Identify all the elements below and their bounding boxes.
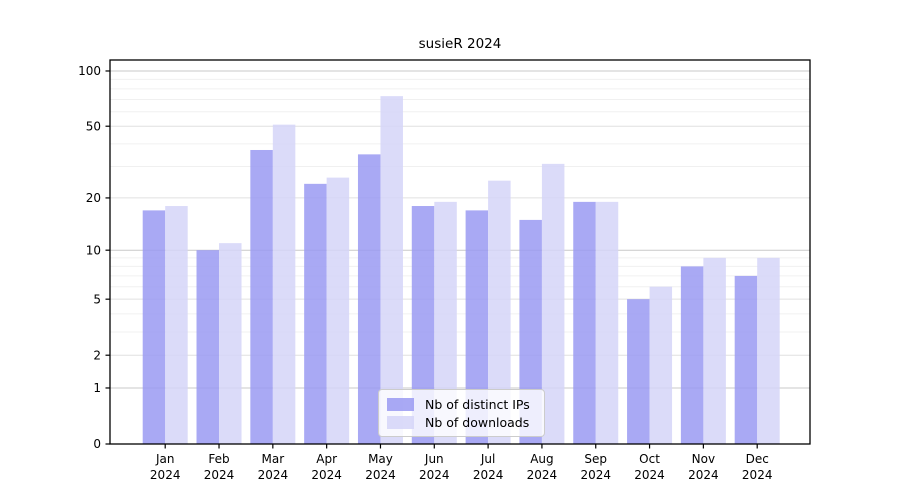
chart-title: susieR 2024 bbox=[418, 36, 502, 52]
x-tick-label-feb: Feb bbox=[208, 452, 229, 466]
bar-distinct-ips-apr bbox=[304, 183, 327, 444]
x-tick-label-year-may: 2024 bbox=[365, 468, 396, 482]
x-tick-label-year-oct: 2024 bbox=[634, 468, 665, 482]
x-tick-label-year-jun: 2024 bbox=[419, 468, 450, 482]
legend-label-downloads: Nb of downloads bbox=[425, 414, 530, 430]
x-tick-label-year-dec: 2024 bbox=[742, 468, 773, 482]
bar-downloads-oct bbox=[649, 286, 673, 444]
legend-swatch-downloads bbox=[387, 415, 414, 429]
bar-distinct-ips-may bbox=[357, 154, 381, 444]
plot-border bbox=[109, 59, 811, 445]
x-tick-label-apr: Apr bbox=[316, 452, 337, 466]
bar-downloads-dec bbox=[757, 257, 780, 444]
bar-downloads-apr bbox=[326, 177, 350, 445]
bar-downloads-mar bbox=[272, 124, 296, 445]
x-tick-label-year-apr: 2024 bbox=[311, 468, 342, 482]
bar-downloads-jun bbox=[434, 201, 457, 444]
legend-label-distinct-ips: Nb of distinct IPs bbox=[425, 396, 530, 412]
y-tick-label-5: 5 bbox=[93, 292, 101, 306]
bar-distinct-ips-jan bbox=[142, 210, 166, 444]
x-tick-label-may: May bbox=[368, 452, 393, 466]
bar-distinct-ips-feb bbox=[196, 250, 220, 444]
bar-distinct-ips-oct bbox=[627, 299, 650, 444]
x-tick-label-mar: Mar bbox=[262, 452, 285, 466]
legend-item-distinct-ips: Nb of distinct IPs bbox=[387, 397, 544, 412]
bar-downloads-jan bbox=[165, 206, 188, 444]
bar-downloads-nov bbox=[703, 257, 726, 444]
x-tick-label-year-nov: 2024 bbox=[688, 468, 719, 482]
bar-downloads-aug bbox=[541, 163, 565, 444]
bar-downloads-may bbox=[380, 96, 403, 445]
y-tick-label-1: 1 bbox=[93, 381, 101, 395]
x-tick-label-dec: Dec bbox=[746, 452, 769, 466]
x-tick-label-year-jul: 2024 bbox=[473, 468, 504, 482]
x-tick-label-sep: Sep bbox=[584, 452, 607, 466]
y-tick-label-2: 2 bbox=[93, 348, 101, 362]
bar-distinct-ips-sep bbox=[573, 201, 596, 444]
x-tick-label-year-sep: 2024 bbox=[580, 468, 611, 482]
bar-downloads-sep bbox=[595, 201, 619, 444]
y-tick-label-20: 20 bbox=[86, 191, 101, 205]
legend-item-downloads: Nb of downloads bbox=[387, 415, 544, 430]
bar-downloads-jul bbox=[488, 180, 511, 444]
bar-distinct-ips-dec bbox=[734, 275, 758, 444]
y-tick-label-50: 50 bbox=[86, 119, 101, 133]
legend: Nb of distinct IPs Nb of downloads bbox=[378, 389, 545, 437]
x-tick-label-year-aug: 2024 bbox=[527, 468, 558, 482]
y-tick-label-0: 0 bbox=[93, 437, 101, 451]
x-tick-label-year-jan: 2024 bbox=[150, 468, 181, 482]
bar-distinct-ips-aug bbox=[519, 219, 542, 444]
y-tick-label-10: 10 bbox=[86, 243, 101, 257]
x-tick-label-year-feb: 2024 bbox=[204, 468, 235, 482]
x-tick-label-year-mar: 2024 bbox=[258, 468, 289, 482]
bar-distinct-ips-jun bbox=[411, 206, 435, 444]
x-tick-label-jan: Jan bbox=[155, 452, 175, 466]
y-tick-label-100: 100 bbox=[78, 64, 101, 78]
x-tick-label-jul: Jul bbox=[480, 452, 495, 466]
x-tick-label-nov: Nov bbox=[692, 452, 715, 466]
x-tick-label-aug: Aug bbox=[530, 452, 553, 466]
bar-downloads-feb bbox=[219, 243, 242, 444]
x-tick-label-oct: Oct bbox=[639, 452, 660, 466]
bar-distinct-ips-jul bbox=[465, 210, 489, 444]
legend-swatch-distinct-ips bbox=[387, 397, 414, 411]
bar-distinct-ips-mar bbox=[250, 149, 273, 444]
x-tick-label-jun: Jun bbox=[424, 452, 444, 466]
bar-distinct-ips-nov bbox=[680, 266, 704, 444]
